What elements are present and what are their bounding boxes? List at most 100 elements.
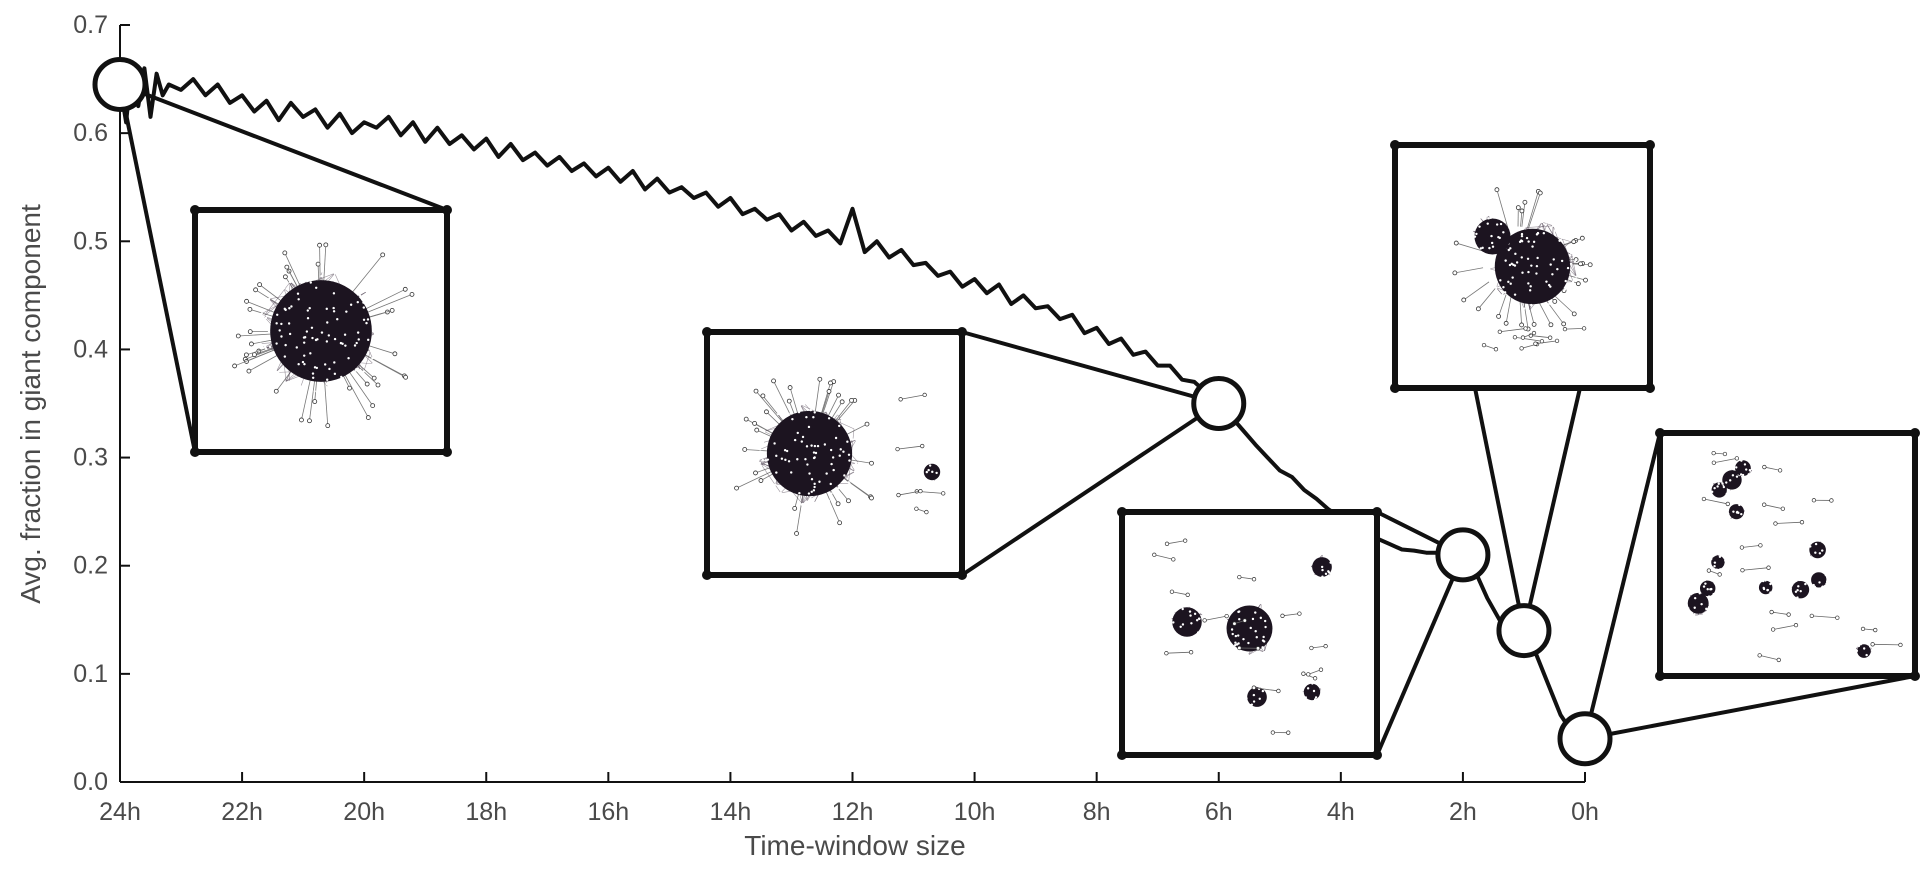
network-node [841, 418, 844, 421]
network-edge [1498, 294, 1507, 317]
network-node [857, 461, 861, 465]
network-node [1553, 229, 1557, 232]
network-node [1702, 585, 1706, 588]
network-node [1502, 231, 1505, 234]
network-node [928, 464, 932, 467]
network-node [1188, 610, 1192, 613]
network-node [846, 440, 849, 443]
network-node [848, 459, 851, 462]
network-edge [1773, 624, 1797, 630]
network-node [763, 430, 766, 433]
network-node [1495, 286, 1498, 289]
network-node [805, 415, 808, 419]
network-node [798, 491, 801, 495]
inset-corner [1645, 140, 1655, 150]
network-node [325, 340, 329, 343]
network-node [1809, 545, 1812, 548]
network-node [1306, 672, 1311, 677]
network-node [1712, 592, 1715, 596]
network-node [371, 356, 374, 360]
network-edge [1171, 591, 1188, 596]
network-node [1870, 642, 1875, 647]
network-node [1737, 511, 1740, 515]
network-node [810, 490, 813, 493]
network-node [1286, 730, 1291, 735]
network-node [1251, 685, 1257, 690]
network-node [296, 292, 300, 295]
network-node [1304, 696, 1307, 699]
network-node [364, 381, 370, 387]
network-node [764, 459, 767, 462]
network-node [273, 388, 279, 394]
network-node [758, 478, 764, 483]
network-node [791, 417, 794, 421]
network-node [1857, 644, 1861, 648]
network-node [1264, 625, 1267, 629]
network-node [848, 482, 851, 485]
network-node [925, 470, 929, 474]
network-edge [1166, 651, 1192, 654]
network-node [754, 427, 760, 433]
network-node [275, 342, 278, 345]
network-node [1540, 220, 1544, 224]
network-node [918, 488, 923, 494]
network-node [1189, 614, 1192, 617]
network-node [1687, 607, 1690, 610]
network-node [1794, 590, 1798, 593]
network-edge [1253, 687, 1279, 692]
zoom-connector [960, 401, 1220, 577]
network-node [299, 417, 304, 423]
network-node [297, 298, 300, 301]
network-node [800, 440, 804, 443]
network-node [1739, 473, 1743, 476]
network-node [302, 336, 306, 339]
network-node [1486, 214, 1489, 217]
network-node [290, 305, 293, 308]
network-node [1198, 617, 1201, 620]
x-tick-label: 22h [221, 798, 263, 826]
network-edge [1542, 221, 1554, 227]
network-node [1254, 630, 1257, 633]
network-node [842, 450, 845, 453]
network-node [1497, 329, 1502, 334]
network-node [1814, 542, 1818, 546]
network-node [306, 316, 310, 320]
network-node [375, 382, 381, 388]
network-node [1453, 240, 1459, 246]
network-node [1202, 613, 1205, 617]
y-tick-label: 0.0 [73, 768, 108, 796]
network-node [371, 375, 377, 381]
network-node [365, 290, 368, 293]
network-node [310, 326, 314, 329]
network-node [366, 318, 370, 321]
network-node [838, 424, 841, 428]
network-node [1692, 613, 1696, 617]
network-node [813, 485, 816, 489]
network-node [1549, 285, 1552, 288]
y-tick-label: 0.7 [73, 11, 108, 39]
network-node [1227, 639, 1231, 642]
network-node [247, 306, 253, 312]
network-node [849, 397, 854, 403]
network-node [1571, 239, 1577, 245]
network-node [311, 376, 315, 379]
network-node [1829, 498, 1834, 503]
network-node [1575, 281, 1581, 287]
network-node [288, 332, 292, 336]
network-node [914, 506, 919, 511]
network-node [1195, 619, 1199, 622]
network-edge [1742, 567, 1769, 571]
network-node [1735, 475, 1739, 478]
network-node [1777, 468, 1783, 473]
network-edge [263, 281, 291, 317]
network-node [1523, 326, 1528, 331]
network-node [1762, 502, 1767, 507]
network-node [344, 282, 347, 285]
network-node [1527, 282, 1530, 285]
network-node [774, 483, 777, 486]
network-node [1172, 621, 1175, 624]
network-node [1757, 653, 1762, 658]
network-node [299, 385, 303, 388]
network-node [1722, 565, 1726, 569]
